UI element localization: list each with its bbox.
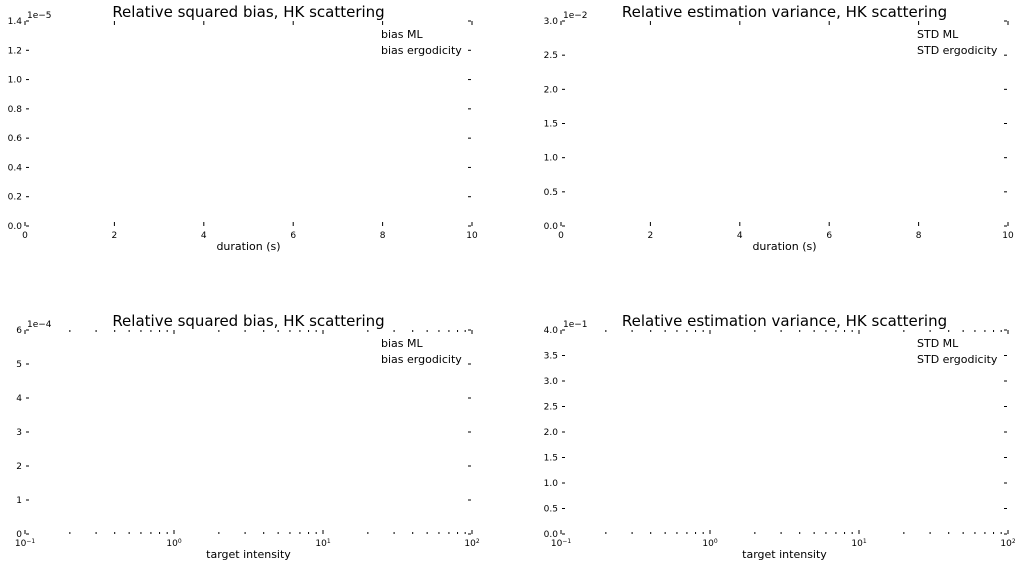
x-tick-label: 8 bbox=[380, 231, 386, 241]
x-tick-exponent: 2 bbox=[1012, 538, 1015, 545]
x-tick-label: 10−1 bbox=[15, 538, 35, 550]
y-tick-label: 0.0 bbox=[544, 530, 559, 540]
legend-entry: STD ML bbox=[917, 28, 959, 41]
y-tick-label: 3.5 bbox=[544, 352, 558, 362]
chart-title: Relative squared bias, HK scattering bbox=[112, 312, 384, 330]
y-tick-label: 0.2 bbox=[8, 193, 22, 203]
y-tick-label: 4.0 bbox=[544, 326, 559, 336]
x-tick-label: 10 bbox=[1002, 231, 1014, 241]
x-tick-label: 100 bbox=[166, 538, 181, 550]
legend-entry: STD ML bbox=[917, 337, 959, 350]
y-tick-label: 1 bbox=[16, 496, 22, 506]
chart-3: Relative squared bias, HK scattering 1e−4… bbox=[15, 312, 480, 561]
chart-title: Relative estimation variance, HK scatter… bbox=[622, 312, 947, 330]
x-tick-label: 102 bbox=[1000, 538, 1015, 550]
y-tick-label: 3 bbox=[16, 428, 22, 438]
y-tick-label: 1.5 bbox=[544, 454, 558, 464]
x-tick-label: 0 bbox=[558, 231, 564, 241]
y-tick-label: 0.0 bbox=[8, 222, 23, 232]
chart-1: Relative squared bias, HK scattering 1e−5… bbox=[8, 3, 478, 253]
y-tick-label: 1.0 bbox=[8, 76, 23, 86]
x-tick-base: 10 bbox=[1000, 539, 1012, 549]
y-tick-label: 0.5 bbox=[544, 505, 558, 515]
x-tick-label: 10 bbox=[466, 231, 478, 241]
x-tick-base: 10 bbox=[464, 539, 476, 549]
x-tick-exponent: 2 bbox=[476, 538, 480, 545]
x-axis-label: target intensity bbox=[206, 548, 291, 561]
x-tick-exponent: −1 bbox=[562, 538, 571, 545]
chart-title: Relative squared bias, HK scattering bbox=[112, 3, 384, 21]
chart-2: Relative estimation variance, HK scatter… bbox=[544, 3, 1014, 253]
x-tick-label: 2 bbox=[112, 231, 118, 241]
x-tick-exponent: 1 bbox=[863, 538, 867, 545]
x-axis-label: duration (s) bbox=[752, 240, 816, 253]
x-axis-label: target intensity bbox=[742, 548, 827, 561]
y-tick-label: 0.0 bbox=[544, 222, 559, 232]
y-tick-label: 1.2 bbox=[8, 46, 22, 56]
y-offset-text: 1e−1 bbox=[563, 320, 588, 330]
x-tick-exponent: 1 bbox=[327, 538, 331, 545]
x-tick-base: 10 bbox=[702, 539, 714, 549]
y-tick-label: 0.4 bbox=[8, 163, 23, 173]
legend-entry: bias ML bbox=[381, 337, 423, 350]
y-tick-label: 2.0 bbox=[544, 428, 559, 438]
y-tick-label: 2.5 bbox=[544, 403, 558, 413]
x-tick-label: 102 bbox=[464, 538, 479, 550]
y-tick-label: 3.0 bbox=[544, 377, 559, 387]
x-tick-label: 4 bbox=[201, 231, 207, 241]
x-tick-label: 0 bbox=[22, 231, 28, 241]
y-tick-label: 0.5 bbox=[544, 188, 558, 198]
x-tick-label: 8 bbox=[916, 231, 922, 241]
y-tick-label: 1.4 bbox=[8, 17, 23, 27]
y-offset-text: 1e−4 bbox=[27, 320, 52, 330]
y-tick-label: 2.0 bbox=[544, 85, 559, 95]
x-tick-exponent: 0 bbox=[714, 538, 718, 545]
x-tick-base: 10 bbox=[315, 539, 327, 549]
y-tick-label: 0.8 bbox=[8, 105, 23, 115]
y-offset-text: 1e−2 bbox=[563, 11, 588, 21]
x-tick-label: 10−1 bbox=[551, 538, 571, 550]
y-tick-label: 2 bbox=[16, 462, 22, 472]
y-offset-text: 1e−5 bbox=[27, 11, 52, 21]
y-tick-label: 0 bbox=[16, 530, 22, 540]
legend-entry: bias ergodicity bbox=[381, 353, 462, 366]
chart-4: Relative estimation variance, HK scatter… bbox=[544, 312, 1015, 561]
x-tick-base: 10 bbox=[166, 539, 178, 549]
legend-entry: STD ergodicity bbox=[917, 44, 998, 57]
x-tick-base: 10 bbox=[851, 539, 863, 549]
y-tick-label: 1.0 bbox=[544, 154, 559, 164]
x-tick-label: 100 bbox=[702, 538, 717, 550]
y-tick-label: 1.5 bbox=[544, 120, 558, 130]
legend-entry: STD ergodicity bbox=[917, 353, 998, 366]
legend-entry: bias ergodicity bbox=[381, 44, 462, 57]
y-tick-label: 1.0 bbox=[544, 479, 559, 489]
y-tick-label: 3.0 bbox=[544, 17, 559, 27]
x-tick-label: 101 bbox=[851, 538, 866, 550]
y-tick-label: 4 bbox=[16, 394, 22, 404]
y-tick-label: 2.5 bbox=[544, 51, 558, 61]
x-tick-label: 6 bbox=[290, 231, 296, 241]
x-tick-label: 2 bbox=[648, 231, 654, 241]
x-tick-base: 10 bbox=[551, 539, 563, 549]
x-tick-exponent: −1 bbox=[26, 538, 35, 545]
legend-entry: bias ML bbox=[381, 28, 423, 41]
x-tick-exponent: 0 bbox=[178, 538, 182, 545]
chart-title: Relative estimation variance, HK scatter… bbox=[622, 3, 947, 21]
y-tick-label: 5 bbox=[16, 360, 22, 370]
x-tick-label: 4 bbox=[737, 231, 743, 241]
x-axis-label: duration (s) bbox=[216, 240, 280, 253]
x-tick-base: 10 bbox=[15, 539, 27, 549]
x-tick-label: 6 bbox=[826, 231, 832, 241]
y-tick-label: 6 bbox=[16, 326, 22, 336]
y-tick-label: 0.6 bbox=[8, 134, 23, 144]
x-tick-label: 101 bbox=[315, 538, 330, 550]
